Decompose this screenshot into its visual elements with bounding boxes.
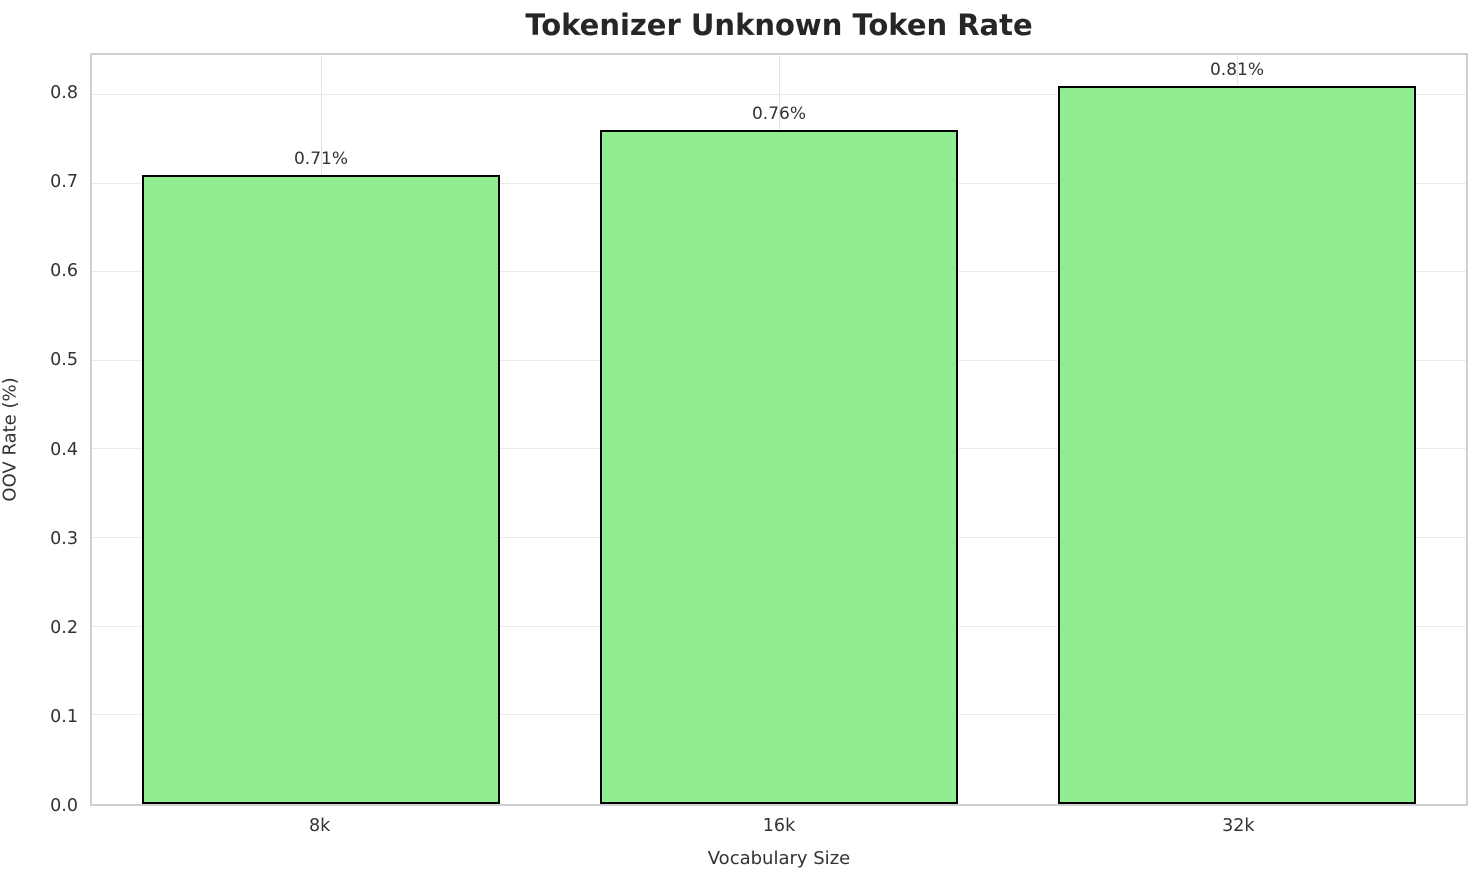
y-tick-label: 0.5 xyxy=(50,350,78,371)
x-axis-label: Vocabulary Size xyxy=(707,848,851,869)
y-tick-label: 0.0 xyxy=(50,796,78,816)
x-tick-label-8k: 8k xyxy=(309,816,331,836)
bar-value-label: 0.71% xyxy=(293,148,349,169)
y-tick-label: 0.8 xyxy=(50,83,78,104)
x-tick-label-16k: 16k xyxy=(762,816,796,836)
y-tick-label: 0.4 xyxy=(50,439,78,460)
y-axis-label: OOV Rate (%) xyxy=(0,377,21,502)
bar-8k xyxy=(142,174,500,804)
bar-value-label: 0.81% xyxy=(1209,60,1265,81)
bar-value-label: 0.76% xyxy=(751,104,807,125)
y-tick-label: 0.6 xyxy=(50,261,78,282)
bar-16k xyxy=(600,130,958,804)
y-tick-label: 0.1 xyxy=(50,706,78,727)
x-tick-label-32k: 32k xyxy=(1222,816,1255,836)
y-tick-label: 0.3 xyxy=(50,528,78,549)
x-axis-ticks: 8k 16k 32k xyxy=(90,816,1468,840)
bar-32k xyxy=(1058,86,1416,804)
y-tick-label: 0.2 xyxy=(50,617,78,638)
chart-title: Tokenizer Unknown Token Rate xyxy=(525,8,1033,42)
y-axis-ticks: 0.0 0.1 0.2 0.3 0.4 0.5 0.6 0.7 0.8 xyxy=(0,53,78,816)
plot-area: 0.71% 0.76% 0.81% xyxy=(90,53,1468,806)
y-tick-label: 0.7 xyxy=(50,172,78,193)
